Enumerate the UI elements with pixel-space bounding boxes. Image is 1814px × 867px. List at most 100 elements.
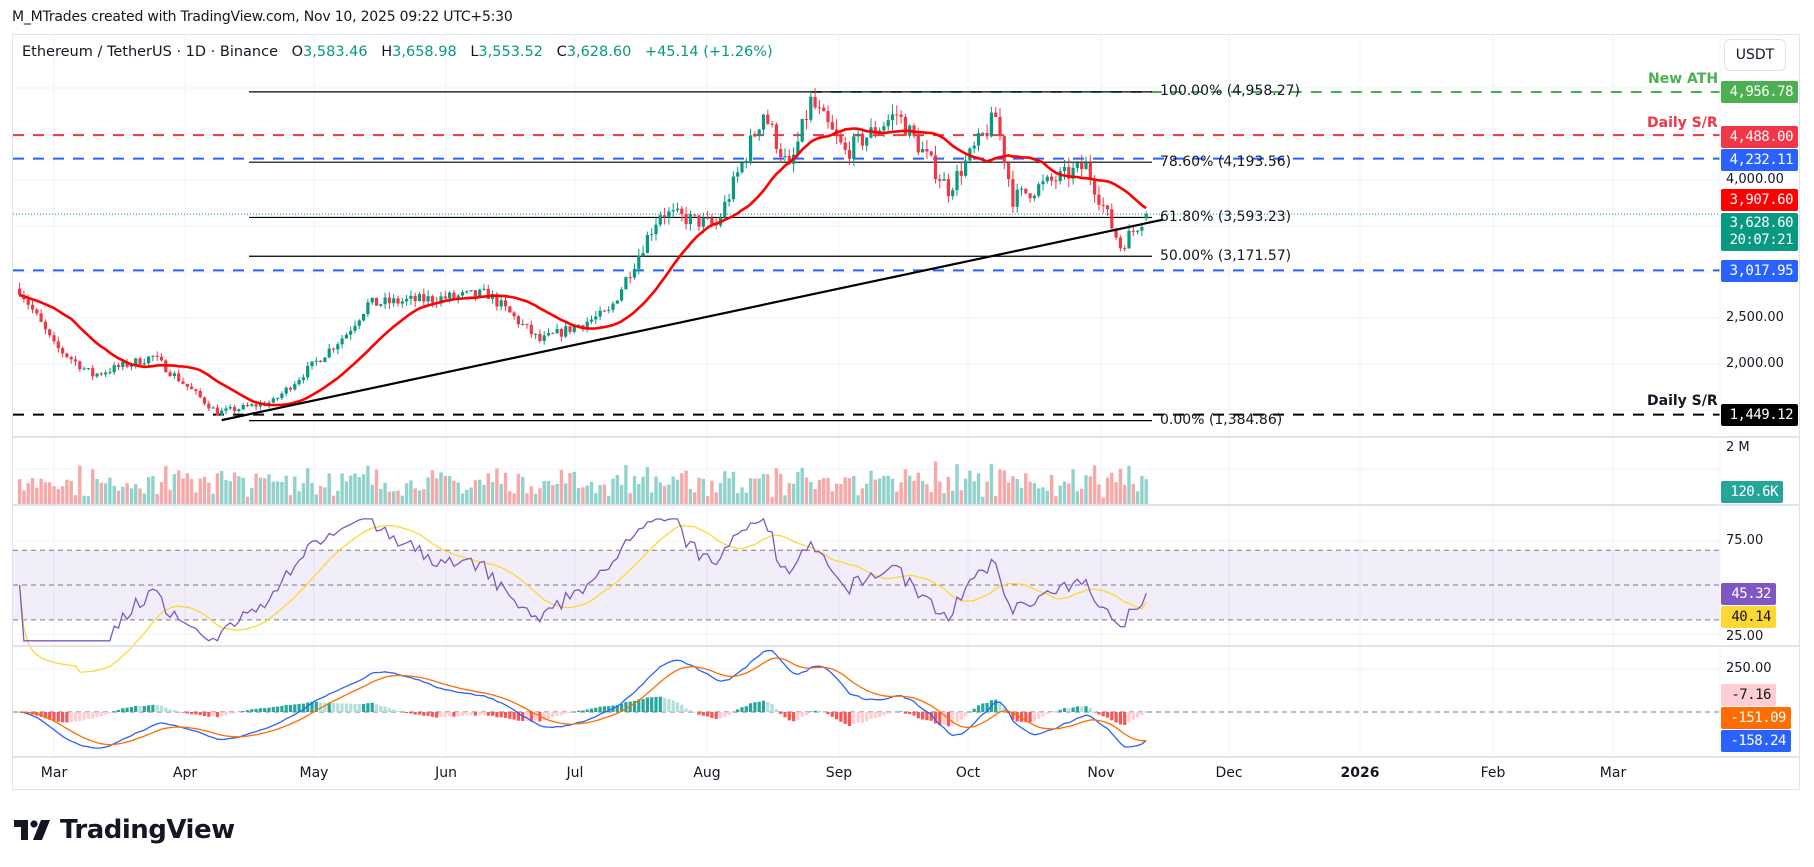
month-label: Jul xyxy=(566,765,584,781)
candle-body xyxy=(181,381,185,384)
macd-histogram-bar xyxy=(847,712,852,727)
macd-histogram-bar xyxy=(512,712,516,720)
volume-bar xyxy=(194,492,198,505)
volume-bar xyxy=(645,467,650,505)
candle-body xyxy=(245,404,250,406)
volume-bar xyxy=(529,486,533,505)
macd-histogram-bar xyxy=(1097,712,1101,715)
candle-body xyxy=(766,114,770,124)
volume-bar xyxy=(1024,473,1028,505)
candle-body xyxy=(1093,179,1097,195)
macd-histogram-bar xyxy=(843,712,847,724)
tradingview-logo[interactable]: TradingView xyxy=(14,815,235,845)
candle-body xyxy=(1019,188,1024,190)
candle-body xyxy=(680,208,684,215)
macd-histogram-bar xyxy=(714,712,718,720)
moving-average xyxy=(19,127,1147,407)
candle-body xyxy=(1131,230,1135,232)
daily-sr-price-tag: 4,488.00 xyxy=(1721,126,1798,148)
macd-histogram-bar xyxy=(615,705,619,712)
candle-body xyxy=(839,135,843,143)
macd-histogram-bar xyxy=(456,712,460,717)
macd-histogram-bar xyxy=(482,712,486,715)
volume-bar xyxy=(379,488,383,505)
candle-body xyxy=(99,373,103,375)
volume-bar xyxy=(779,473,783,505)
volume-bar xyxy=(310,483,314,505)
macd-histogram-bar xyxy=(706,712,710,717)
macd-histogram-bar xyxy=(890,712,895,713)
candle-body xyxy=(422,293,426,302)
candle-body xyxy=(981,133,985,135)
macd-histogram-bar xyxy=(1024,712,1028,723)
macd-histogram-bar xyxy=(297,703,301,712)
macd-histogram-bar xyxy=(594,707,598,712)
candle-body xyxy=(727,199,731,202)
macd-histogram-bar xyxy=(589,708,594,712)
candle-body xyxy=(499,300,503,307)
candle-body xyxy=(1011,179,1015,207)
volume-bar xyxy=(318,485,323,505)
candle-body xyxy=(783,156,787,158)
candle-body xyxy=(925,149,929,152)
macd-histogram-bar xyxy=(860,712,864,723)
candle-body xyxy=(104,372,108,375)
volume-bar xyxy=(744,492,748,505)
macd-histogram-bar xyxy=(237,712,241,713)
candle-body xyxy=(546,333,551,336)
candle-body xyxy=(314,360,318,362)
volume-bar xyxy=(78,465,82,505)
macd-histogram-bar xyxy=(473,712,477,716)
macd-histogram-bar xyxy=(624,702,628,712)
macd-histogram-bar xyxy=(417,712,422,715)
candle-body xyxy=(108,372,112,374)
volume-bar xyxy=(1049,474,1054,505)
candle-body xyxy=(142,363,146,365)
macd-histogram-bar xyxy=(568,712,572,714)
volume-bar xyxy=(349,475,353,505)
candle-body xyxy=(159,356,164,361)
candle-body xyxy=(374,297,379,306)
volume-bar xyxy=(1144,479,1148,505)
macd-histogram-bar xyxy=(142,705,146,712)
macd-histogram-bar xyxy=(443,712,447,718)
volume-bar xyxy=(499,483,503,505)
candle-body xyxy=(1071,167,1075,179)
candle-body xyxy=(1050,176,1054,181)
volume-bar xyxy=(336,490,340,505)
volume-bar xyxy=(86,496,91,505)
macd-histogram-bar xyxy=(951,712,955,726)
macd-histogram-bar xyxy=(1075,706,1079,712)
macd-histogram-bar xyxy=(1093,711,1097,712)
volume-bar xyxy=(1127,465,1131,505)
volume-bar xyxy=(662,485,667,505)
macd-histogram-bar xyxy=(912,712,916,716)
month-label: Mar xyxy=(1599,765,1627,781)
candle-body xyxy=(82,368,86,370)
volume-bar xyxy=(1123,484,1127,505)
volume-bar xyxy=(1135,491,1140,505)
candle-body xyxy=(964,160,968,176)
horizontal-levels xyxy=(13,90,1720,416)
candle-body xyxy=(650,234,654,236)
macd-histogram-bar xyxy=(508,712,512,719)
macd-histogram-bar xyxy=(942,712,946,725)
volume-bar xyxy=(452,480,456,505)
volume-bar xyxy=(353,473,357,505)
daily-sr-bottom-label: Daily S/R xyxy=(1647,393,1718,409)
volume-bar xyxy=(340,473,344,505)
macd-histogram-bar xyxy=(688,710,692,712)
volume-bar xyxy=(895,491,899,505)
macd-histogram-bar xyxy=(684,708,688,712)
macd-histogram-bar xyxy=(121,708,125,712)
candle-body xyxy=(684,214,688,225)
volume-bar xyxy=(456,482,460,505)
macd-histogram-bar xyxy=(276,706,280,712)
symbol-legend[interactable]: Ethereum / TetherUS · 1D · Binance O3,58… xyxy=(22,44,773,60)
candle-body xyxy=(460,292,465,296)
macd-histogram-bar xyxy=(1058,709,1062,712)
candle-body xyxy=(430,296,434,303)
volume-bar xyxy=(813,489,817,505)
currency-button[interactable]: USDT xyxy=(1724,39,1786,71)
